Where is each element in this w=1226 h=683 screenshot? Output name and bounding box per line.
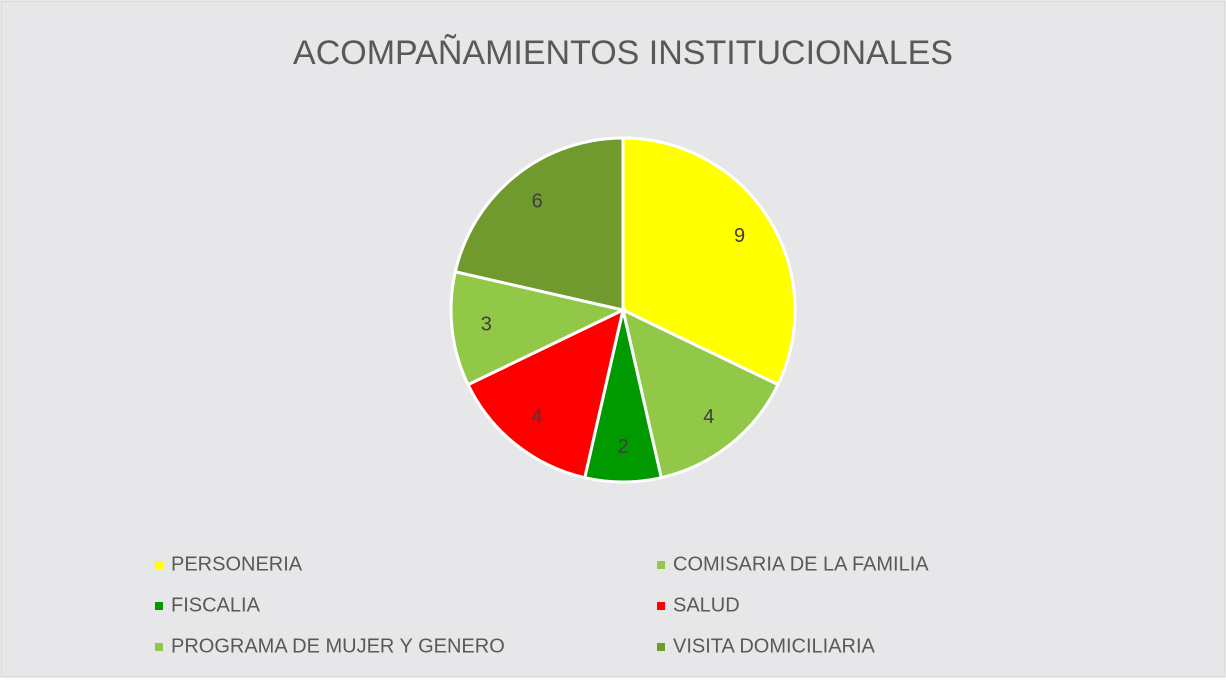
pie-slice: [621, 136, 797, 387]
pie-slice: [620, 307, 780, 480]
pie-slice: [449, 269, 628, 387]
legend-swatch: [155, 561, 163, 569]
pie-slice: [453, 136, 625, 312]
legend-label: VISITA DOMICILIARIA: [673, 635, 876, 657]
legend-swatch: [657, 561, 665, 569]
chart-title: ACOMPAÑAMIENTOS INSTITUCIONALES: [293, 34, 953, 72]
data-label: 9: [734, 225, 745, 247]
data-label: 4: [532, 406, 543, 428]
legend-label: PERSONERIA: [171, 553, 303, 575]
data-label: 6: [532, 191, 543, 213]
legend-label: FISCALIA: [171, 594, 261, 616]
legend-swatch: [155, 643, 163, 651]
legend-swatch: [657, 602, 665, 610]
data-label: 4: [703, 406, 714, 428]
legend-label: PROGRAMA DE MUJER Y GENERO: [171, 635, 505, 657]
data-label: 3: [481, 314, 492, 336]
legend-label: COMISARIA DE LA FAMILIA: [673, 553, 929, 575]
legend-swatch: [155, 602, 163, 610]
legend-swatch: [657, 643, 665, 651]
pie-slice: [466, 307, 626, 480]
legend-label: SALUD: [673, 594, 740, 616]
data-label: 2: [617, 436, 628, 458]
